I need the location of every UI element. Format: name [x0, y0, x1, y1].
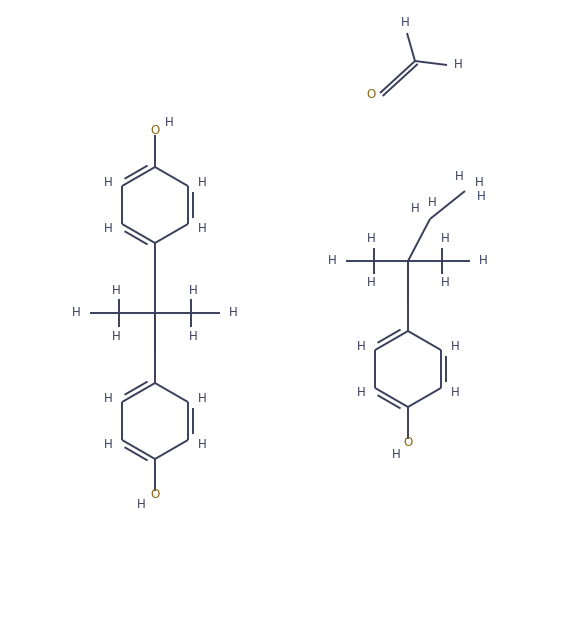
Text: H: H — [197, 391, 206, 404]
Text: H: H — [455, 170, 464, 183]
Text: H: H — [197, 175, 206, 188]
Text: H: H — [137, 498, 146, 511]
Text: H: H — [229, 307, 238, 319]
Text: H: H — [366, 232, 375, 245]
Text: H: H — [112, 284, 121, 297]
Text: H: H — [104, 438, 112, 451]
Text: H: H — [451, 339, 459, 352]
Text: H: H — [189, 329, 198, 342]
Text: H: H — [197, 438, 206, 451]
Text: O: O — [151, 125, 160, 138]
Text: H: H — [357, 339, 365, 352]
Text: H: H — [104, 175, 112, 188]
Text: O: O — [404, 436, 413, 449]
Text: H: H — [451, 386, 459, 399]
Text: H: H — [165, 116, 173, 130]
Text: H: H — [357, 386, 365, 399]
Text: H: H — [479, 255, 488, 267]
Text: O: O — [366, 88, 375, 101]
Text: H: H — [392, 448, 400, 461]
Text: H: H — [475, 177, 483, 190]
Text: O: O — [151, 488, 160, 501]
Text: H: H — [441, 232, 450, 245]
Text: H: H — [72, 307, 81, 319]
Text: H: H — [197, 222, 206, 235]
Text: H: H — [401, 16, 409, 29]
Text: H: H — [477, 190, 486, 203]
Text: H: H — [428, 197, 436, 210]
Text: H: H — [112, 329, 121, 342]
Text: H: H — [441, 277, 450, 289]
Text: H: H — [366, 277, 375, 289]
Text: H: H — [328, 255, 337, 267]
Text: H: H — [454, 58, 463, 71]
Text: H: H — [189, 284, 198, 297]
Text: H: H — [104, 222, 112, 235]
Text: H: H — [411, 202, 419, 215]
Text: H: H — [104, 391, 112, 404]
